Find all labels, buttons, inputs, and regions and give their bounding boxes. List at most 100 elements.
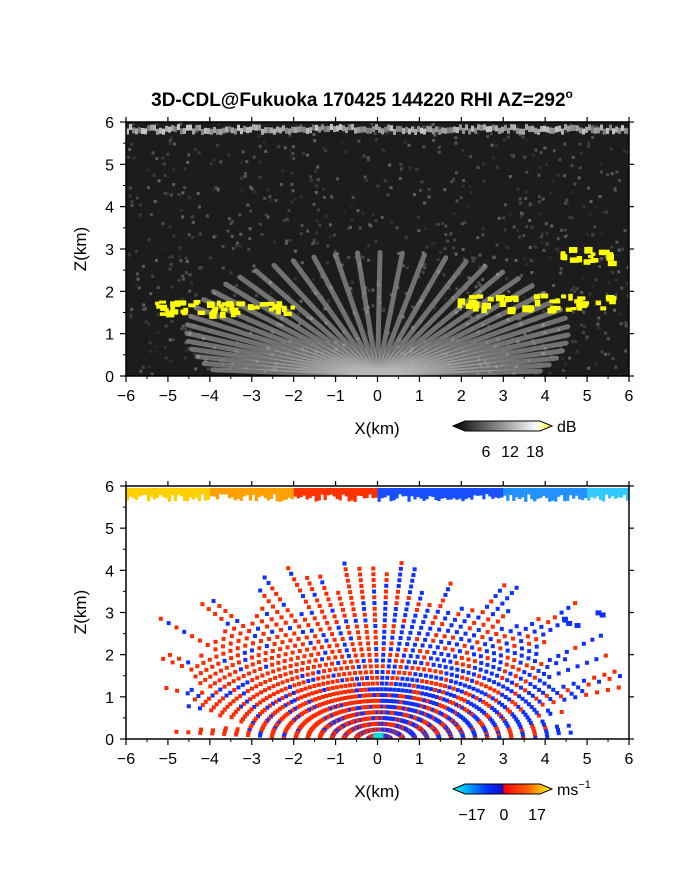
reflectivity-x-axis-label: X(km) xyxy=(354,419,399,438)
velocity-pixel xyxy=(497,700,502,705)
velocity-pixel xyxy=(404,607,409,612)
velocity-pixel xyxy=(247,728,252,733)
velocity-pixel xyxy=(374,664,379,669)
noise-pixel xyxy=(577,176,581,180)
velocity-pixel xyxy=(293,736,298,739)
velocity-band-pixel xyxy=(158,488,163,495)
velocity-pixel xyxy=(383,612,388,617)
velocity-pixel xyxy=(418,672,423,677)
velocity-pixel xyxy=(350,665,355,670)
noise-pixel xyxy=(605,173,609,177)
velocity-colorbar: ms−1 −17 0 17 xyxy=(451,779,591,824)
velocity-band-pixel xyxy=(617,488,621,498)
velocity-pixel xyxy=(434,695,439,700)
velocity-pixel xyxy=(222,707,227,712)
noise-pixel xyxy=(587,366,591,370)
velocity-pixel xyxy=(316,676,321,681)
cloud-echo xyxy=(570,307,577,311)
velocity-pixel xyxy=(250,621,255,626)
noise-pixel xyxy=(586,141,590,145)
noise-pixel xyxy=(324,149,328,153)
velocity-pixel xyxy=(494,710,499,715)
velocity-pixel xyxy=(327,626,332,631)
noise-pixel xyxy=(168,225,172,229)
velocity-band-pixel xyxy=(239,488,243,501)
top-band-pixel xyxy=(372,126,375,133)
velocity-band-pixel xyxy=(314,488,318,502)
velocity-pixel xyxy=(519,639,524,644)
velocity-band-pixel xyxy=(371,488,375,499)
noise-pixel xyxy=(441,221,445,225)
noise-pixel xyxy=(497,216,501,220)
noise-pixel xyxy=(386,130,390,134)
velocity-pixel xyxy=(418,697,423,702)
velocity-pixel xyxy=(360,589,365,594)
noise-pixel xyxy=(215,143,219,147)
noise-pixel xyxy=(248,185,252,189)
velocity-pixel xyxy=(367,710,372,715)
velocity-pixel xyxy=(518,660,523,665)
noise-pixel xyxy=(522,295,526,299)
top-band-pixel xyxy=(288,128,291,135)
cloud-echo xyxy=(600,306,607,311)
noise-pixel xyxy=(381,307,385,311)
velocity-pixel xyxy=(316,682,321,687)
velocity-pixel xyxy=(401,653,406,658)
velocity-pixel xyxy=(284,694,289,699)
velocity-pixel xyxy=(388,687,393,692)
velocity-pixel xyxy=(414,607,419,612)
figure-title: 3D-CDL@Fukuoka 170425 144220 RHI AZ=292o xyxy=(151,87,573,111)
velocity-pixel xyxy=(410,578,415,583)
velocity-pixel xyxy=(227,672,232,677)
velocity-pixel xyxy=(337,596,342,601)
velocity-pixel xyxy=(355,676,360,681)
velocity-band-pixel xyxy=(437,488,441,502)
velocity-pixel xyxy=(262,722,267,727)
noise-pixel xyxy=(555,247,559,251)
velocity-pixel xyxy=(315,598,320,603)
velocity-pixel xyxy=(288,638,293,643)
top-band-pixel xyxy=(498,127,501,134)
velocity-band-pixel xyxy=(389,488,393,502)
noise-pixel xyxy=(263,196,267,200)
cloud-echo xyxy=(560,253,566,260)
velocity-pixel xyxy=(199,727,204,732)
velocity-pixel xyxy=(486,714,491,719)
noise-pixel xyxy=(552,149,556,153)
velocity-pixel xyxy=(462,698,467,703)
noise-pixel xyxy=(578,142,582,146)
velocity-pixel xyxy=(330,712,335,717)
velocity-pixel xyxy=(270,629,275,634)
velocity-pixel xyxy=(357,705,362,710)
velocity-pixel xyxy=(411,696,416,701)
velocity-pixel xyxy=(236,638,241,643)
velocity-pixel xyxy=(412,567,417,572)
velocity-pixel xyxy=(365,676,370,681)
velocity-pixel xyxy=(342,561,347,566)
velocity-pixel xyxy=(398,682,403,687)
noise-pixel xyxy=(272,240,276,244)
velocity-pixel xyxy=(508,709,513,714)
velocity-pixel xyxy=(280,696,285,701)
velocity-pixel xyxy=(431,700,436,705)
noise-pixel xyxy=(130,200,134,204)
velocity-pixel xyxy=(428,626,433,631)
noise-pixel xyxy=(367,288,371,292)
noise-pixel xyxy=(573,182,577,186)
noise-pixel xyxy=(432,138,436,142)
velocity-pixel xyxy=(559,610,564,615)
noise-pixel xyxy=(147,238,151,242)
velocity-pixel xyxy=(302,710,307,715)
velocity-pixel xyxy=(330,632,335,637)
velocity-pixel xyxy=(362,606,367,611)
velocity-pixel xyxy=(425,699,430,704)
velocity-pixel xyxy=(531,726,536,731)
velocity-pixel xyxy=(575,664,580,669)
velocity-pixel xyxy=(507,728,512,733)
velocity-pixel xyxy=(586,682,591,687)
velocity-pixel xyxy=(318,689,323,694)
noise-pixel xyxy=(245,160,249,164)
velocity-pixel xyxy=(217,604,222,609)
noise-pixel xyxy=(564,361,568,365)
velocity-pixel xyxy=(322,615,327,620)
